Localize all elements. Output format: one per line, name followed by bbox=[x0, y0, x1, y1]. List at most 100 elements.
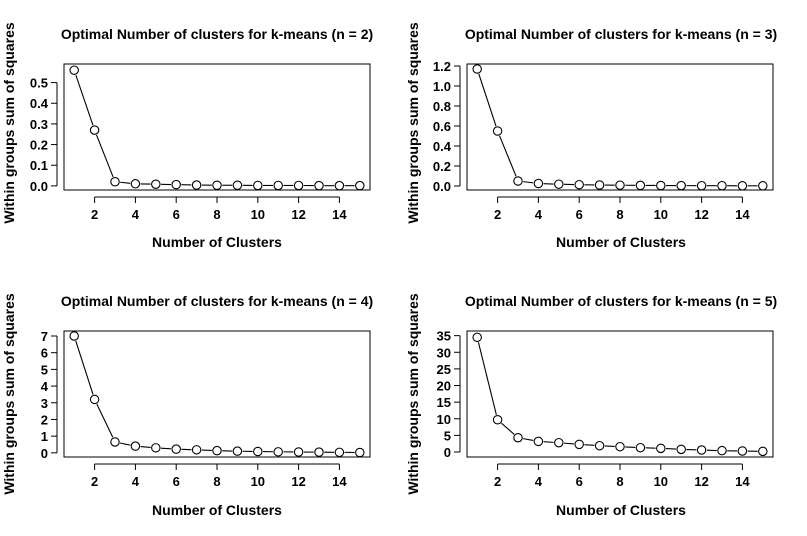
chart-title: Optimal Number of clusters for k-means (… bbox=[465, 26, 777, 42]
y-axis-label: Within groups sum of squares bbox=[1, 293, 17, 495]
chart-panel-n4: Optimal Number of clusters for k-means (… bbox=[1, 293, 373, 518]
y-tick-label: 0.2 bbox=[30, 138, 48, 153]
y-tick-label: 5 bbox=[41, 362, 48, 377]
x-tick-label: 6 bbox=[173, 474, 180, 489]
y-tick-label: 0 bbox=[444, 445, 451, 460]
data-point bbox=[492, 415, 503, 425]
series-line-segment bbox=[160, 447, 172, 450]
series-line-segment bbox=[543, 441, 554, 443]
x-tick-label: 14 bbox=[735, 207, 750, 222]
data-point bbox=[656, 180, 666, 191]
data-point bbox=[615, 180, 625, 190]
x-tick-label: 8 bbox=[616, 474, 623, 489]
data-point bbox=[293, 180, 304, 191]
data-point bbox=[355, 180, 365, 191]
x-tick-label: 12 bbox=[694, 474, 708, 489]
series-line-segment bbox=[523, 181, 534, 184]
series-line-segment bbox=[95, 134, 114, 178]
series-line-segment bbox=[584, 444, 595, 446]
data-point bbox=[314, 180, 324, 191]
chart-panel-n5: Optimal Number of clusters for k-means (… bbox=[405, 293, 777, 518]
x-axis-label: Number of Clusters bbox=[152, 234, 282, 250]
plot-frame bbox=[63, 330, 371, 458]
data-point bbox=[253, 180, 263, 191]
y-tick-label: 0.1 bbox=[30, 158, 48, 173]
data-point bbox=[273, 180, 283, 191]
chart-title: Optimal Number of clusters for k-means (… bbox=[61, 26, 373, 42]
series-line-segment bbox=[499, 135, 517, 177]
x-axis-label: Number of Clusters bbox=[556, 502, 686, 518]
data-point bbox=[314, 447, 324, 457]
data-point bbox=[676, 180, 686, 191]
data-point bbox=[69, 65, 79, 75]
chart-panel-n2: Optimal Number of clusters for k-means (… bbox=[1, 22, 373, 250]
data-point bbox=[191, 180, 202, 190]
data-point bbox=[171, 179, 181, 190]
y-tick-label: 0.4 bbox=[433, 139, 452, 154]
data-point bbox=[151, 443, 161, 453]
x-tick-label: 10 bbox=[654, 207, 668, 222]
y-tick-label: 3 bbox=[41, 396, 48, 411]
y-tick-label: 7 bbox=[41, 329, 48, 344]
y-tick-label: 0.6 bbox=[433, 119, 451, 134]
y-tick-label: 15 bbox=[437, 395, 451, 410]
chart-title: Optimal Number of clusters for k-means (… bbox=[465, 293, 777, 309]
x-tick-label: 4 bbox=[132, 474, 140, 489]
series-line-segment bbox=[478, 73, 497, 127]
series-line-segment bbox=[523, 438, 534, 441]
data-point bbox=[574, 179, 584, 190]
x-tick-label: 2 bbox=[91, 474, 98, 489]
x-tick-label: 10 bbox=[654, 474, 668, 489]
data-point bbox=[758, 446, 768, 457]
x-axis-label: Number of Clusters bbox=[556, 234, 686, 250]
data-point bbox=[554, 437, 564, 448]
x-tick-label: 8 bbox=[213, 207, 220, 222]
y-tick-label: 6 bbox=[41, 346, 48, 361]
data-point bbox=[696, 180, 707, 191]
data-point bbox=[717, 445, 727, 456]
y-tick-label: 30 bbox=[437, 345, 451, 360]
data-point bbox=[232, 180, 243, 190]
data-point bbox=[110, 176, 120, 187]
series-line-segment bbox=[563, 442, 575, 445]
data-point bbox=[212, 445, 222, 456]
y-axis-label: Within groups sum of squares bbox=[405, 22, 421, 224]
y-axis-label: Within groups sum of squares bbox=[405, 293, 421, 495]
x-tick-label: 2 bbox=[494, 474, 501, 489]
series-line-segment bbox=[120, 181, 131, 184]
data-point bbox=[130, 441, 141, 451]
data-point bbox=[513, 432, 523, 443]
x-axis-label: Number of Clusters bbox=[152, 502, 282, 518]
series-line-segment bbox=[75, 340, 94, 395]
chart-panel-n3: Optimal Number of clusters for k-means (… bbox=[405, 22, 777, 250]
y-tick-label: 25 bbox=[437, 362, 451, 377]
data-point bbox=[615, 441, 625, 452]
y-tick-label: 0.5 bbox=[30, 76, 48, 91]
x-tick-label: 14 bbox=[332, 207, 347, 222]
x-tick-label: 8 bbox=[213, 474, 220, 489]
x-tick-label: 12 bbox=[291, 207, 305, 222]
y-tick-label: 35 bbox=[437, 329, 451, 344]
data-point bbox=[130, 179, 141, 189]
x-tick-label: 14 bbox=[332, 474, 347, 489]
x-tick-label: 10 bbox=[251, 474, 265, 489]
y-tick-label: 0.0 bbox=[433, 179, 451, 194]
y-tick-label: 0.8 bbox=[433, 99, 451, 114]
data-point bbox=[69, 331, 79, 341]
data-point bbox=[635, 180, 646, 191]
y-tick-label: 0.2 bbox=[433, 159, 451, 174]
x-tick-label: 6 bbox=[173, 207, 180, 222]
data-point bbox=[89, 394, 100, 405]
data-point bbox=[273, 447, 283, 457]
y-tick-label: 2 bbox=[41, 412, 48, 427]
data-point bbox=[232, 446, 243, 456]
x-tick-label: 10 bbox=[251, 207, 265, 222]
data-point bbox=[635, 442, 646, 453]
y-tick-label: 4 bbox=[41, 379, 49, 394]
y-tick-label: 0.4 bbox=[30, 96, 49, 111]
data-point bbox=[212, 180, 222, 190]
plot-frame bbox=[466, 63, 774, 191]
x-tick-label: 4 bbox=[535, 207, 543, 222]
y-tick-label: 0.3 bbox=[30, 117, 48, 132]
